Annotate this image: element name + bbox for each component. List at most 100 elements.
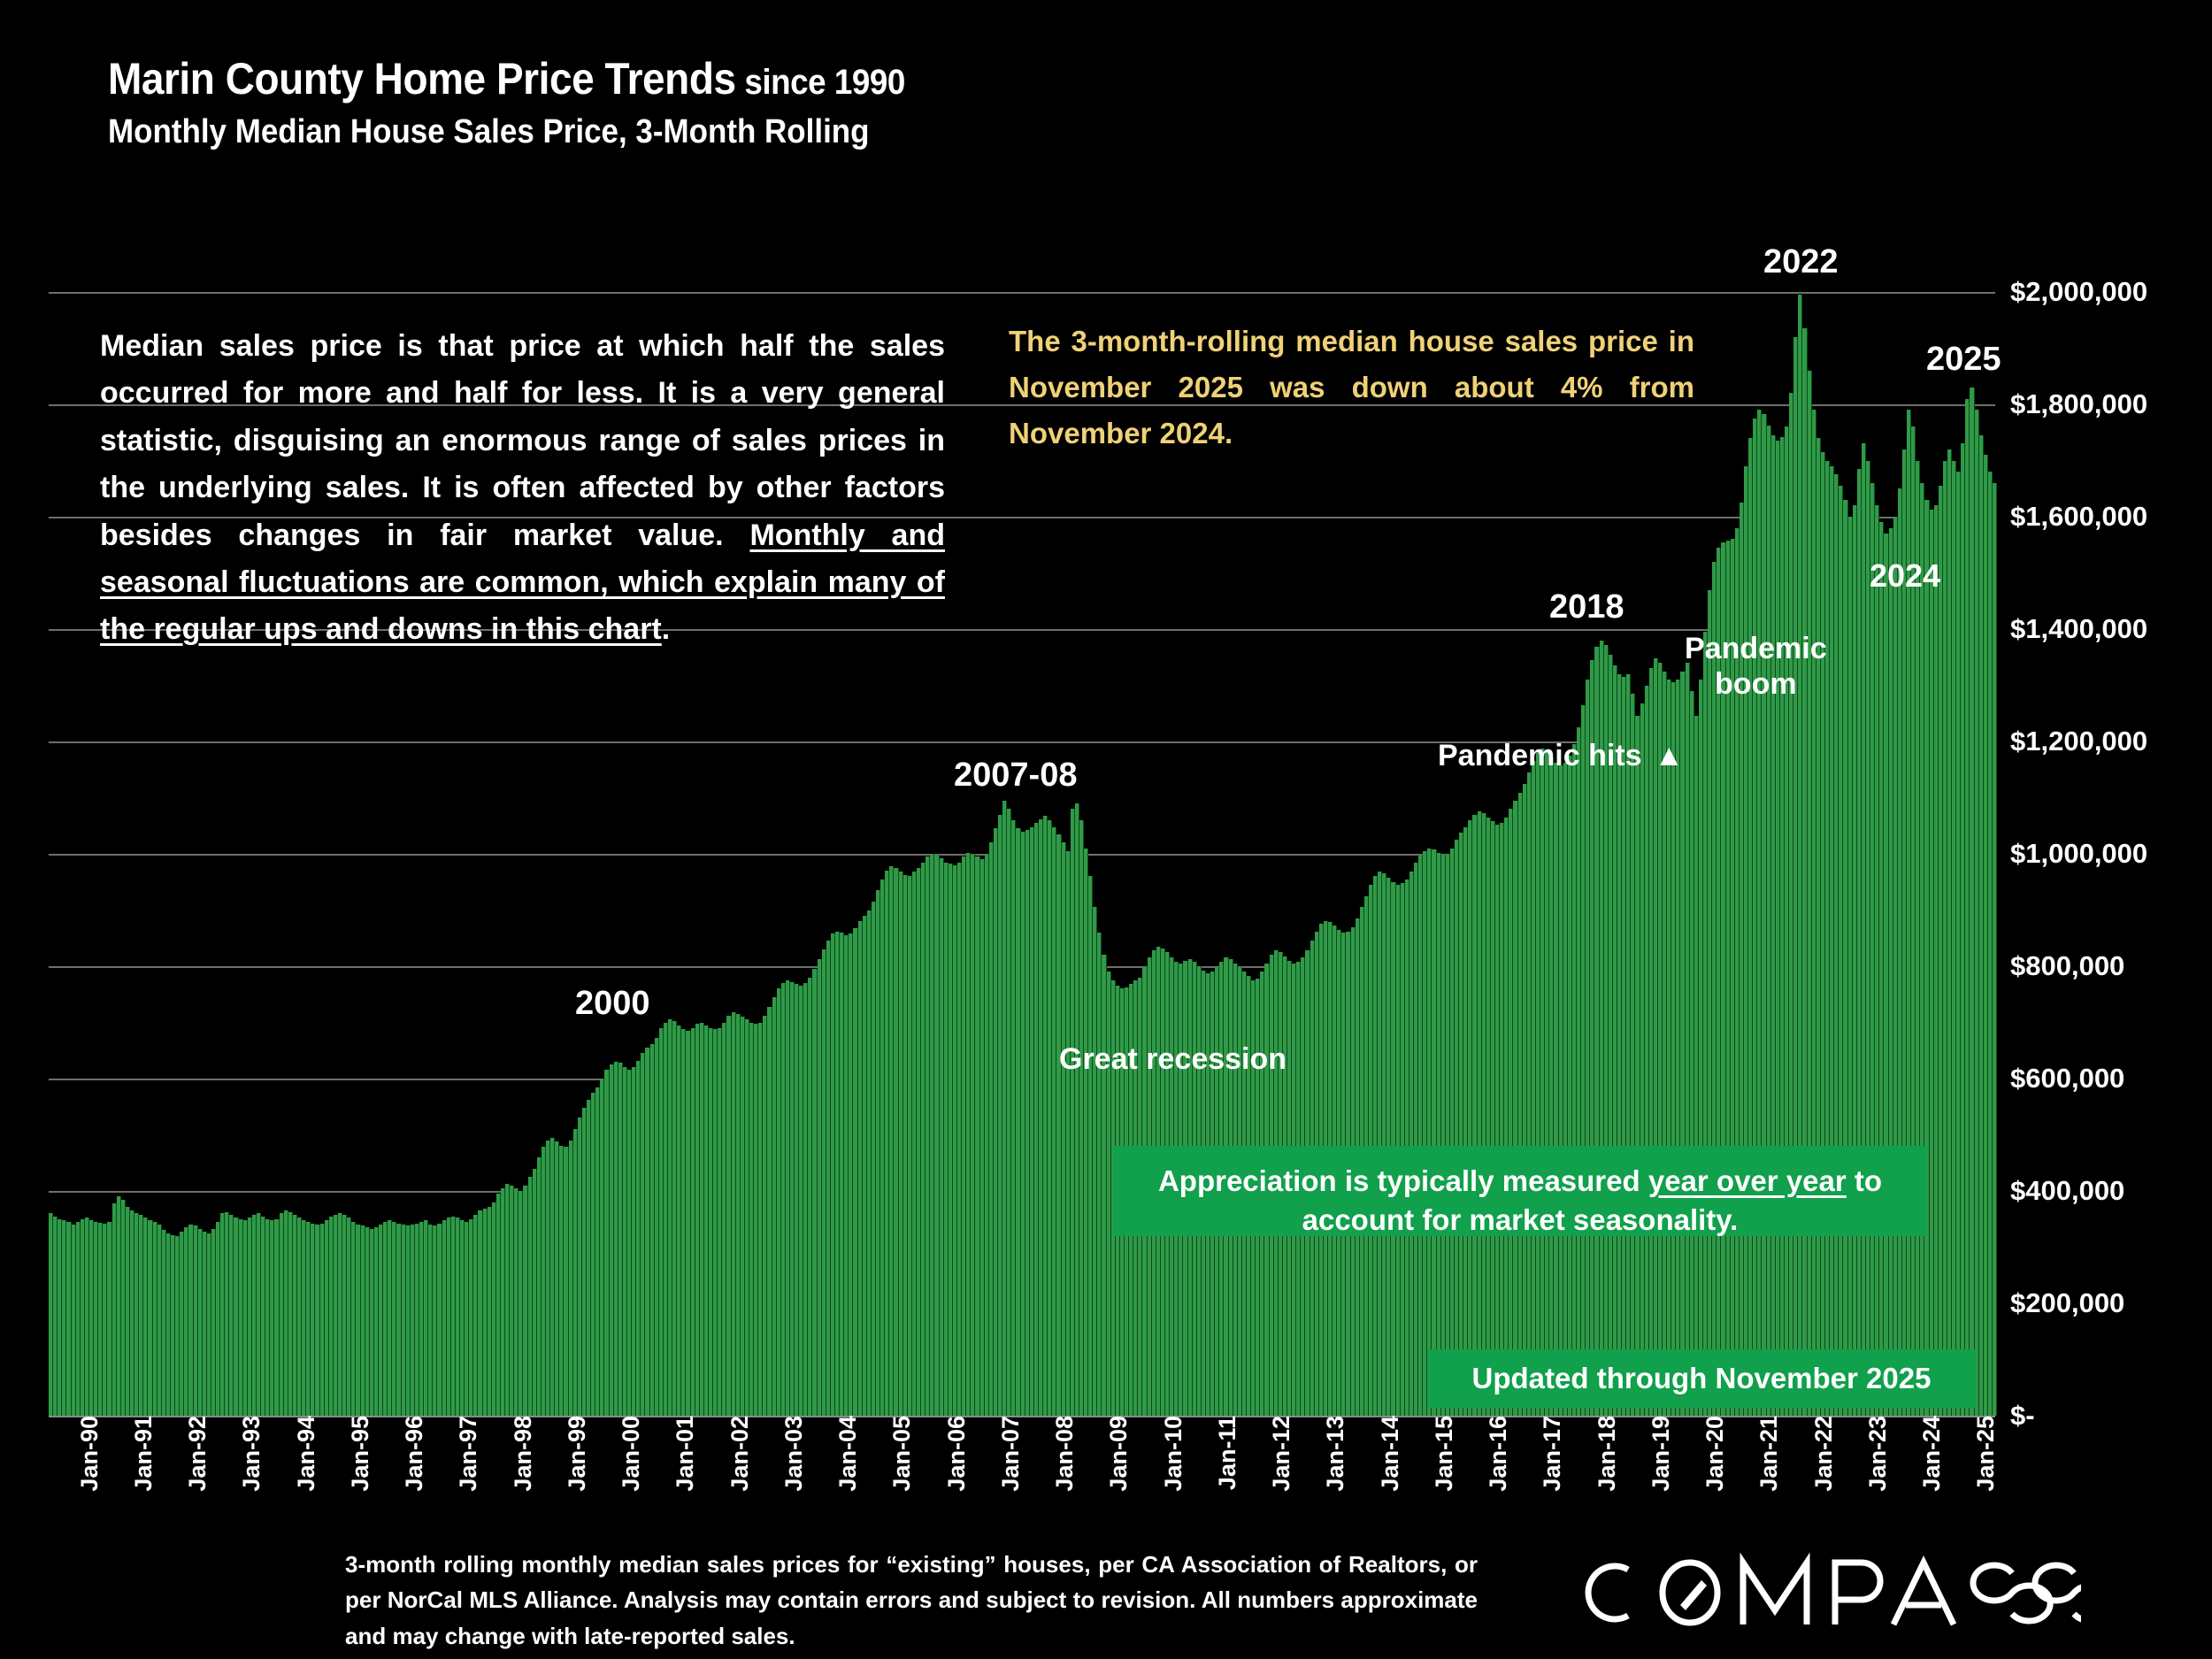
chart-bar [902, 875, 908, 1416]
chart-bar [1824, 460, 1831, 1416]
chart-bar [1495, 824, 1501, 1416]
chart-bar [527, 1177, 533, 1416]
chart-bar [1938, 486, 1943, 1416]
chart-bar [500, 1187, 506, 1416]
chart-bar [188, 1225, 194, 1416]
x-axis-tick: Jan-23 [1837, 1416, 1891, 1548]
chart-bar [1839, 486, 1844, 1416]
chart-bar [1933, 505, 1939, 1416]
chart-bar [744, 1019, 749, 1416]
chart-bar [722, 1022, 727, 1416]
x-axis-tick: Jan-17 [1512, 1416, 1566, 1548]
chart-bar [952, 864, 957, 1416]
x-axis-tick: Jan-09 [1079, 1416, 1133, 1548]
updated-through-badge: Updated through November 2025 [1427, 1349, 1976, 1408]
chart-bar [242, 1220, 248, 1416]
chart-bar [1070, 809, 1075, 1416]
chart-bar [80, 1218, 85, 1416]
page-subtitle: Monthly Median House Sales Price, 3-Mont… [108, 113, 870, 150]
y-axis-tick-label: $400,000 [2010, 1175, 2125, 1206]
chart-bar [997, 814, 1003, 1416]
chart-bar [143, 1217, 149, 1416]
chart-bar [1847, 517, 1853, 1416]
chart-bar [1920, 482, 1925, 1416]
compass-logo [1577, 1547, 2116, 1640]
chart-bar [206, 1233, 211, 1416]
x-axis-tick: Jan-96 [374, 1416, 428, 1548]
gridline [49, 517, 1995, 518]
chart-bar [1766, 426, 1771, 1416]
chart-bar [1947, 449, 1953, 1416]
chart-bar [898, 872, 903, 1416]
chart-bar [894, 867, 899, 1416]
x-axis-tick-label: Jan-13 [1322, 1416, 1349, 1492]
chart-bar [857, 921, 863, 1416]
chart-bar [1843, 499, 1848, 1416]
chart-bar [351, 1221, 357, 1416]
chart-bar [1590, 659, 1595, 1416]
chart-bar [1603, 644, 1609, 1416]
chart-bar [555, 1141, 560, 1416]
chart-bar [546, 1140, 551, 1416]
x-axis-tick: Jan-10 [1133, 1416, 1187, 1548]
chart-bar [609, 1064, 614, 1416]
chart-bar [1987, 472, 1993, 1416]
chart-bar [780, 983, 786, 1416]
chart-bar [690, 1027, 695, 1416]
chart-bar [261, 1216, 266, 1416]
annotation-pandemic-hits: Pandemic hits ▲ [1438, 739, 1684, 773]
x-axis-tick: Jan-06 [916, 1416, 970, 1548]
chart-bar [1820, 451, 1825, 1416]
chart-bar [491, 1202, 496, 1416]
chart-bar [1535, 752, 1541, 1416]
chart-bar [116, 1196, 121, 1416]
chart-bar [1007, 809, 1012, 1416]
chart-bar [1626, 673, 1632, 1416]
annotation-2022: 2022 [1763, 243, 1839, 280]
chart-bar [1757, 410, 1763, 1416]
x-axis-tick: Jan-92 [157, 1416, 211, 1548]
chart-bar [1708, 589, 1713, 1416]
chart-bar [71, 1225, 76, 1416]
chart-bar [1762, 414, 1767, 1416]
chart-bar [943, 862, 949, 1416]
chart-bar [853, 927, 858, 1416]
chart-bar [473, 1214, 479, 1416]
x-axis-tick-label: Jan-20 [1701, 1416, 1729, 1492]
chart-bar [1445, 854, 1450, 1416]
title-block: Marin County Home Price Trends since 199… [108, 53, 1612, 151]
chart-bar [1463, 826, 1469, 1416]
chart-bar [220, 1213, 226, 1416]
chart-bar [930, 854, 935, 1416]
chart-bar [595, 1087, 601, 1416]
chart-bar [1730, 539, 1735, 1416]
x-axis-tick: Jan-12 [1241, 1416, 1295, 1548]
chart-bar [62, 1220, 67, 1416]
chart-bar [288, 1212, 293, 1416]
chart-bar [708, 1027, 714, 1416]
chart-bar [993, 828, 998, 1416]
x-axis-tick: Jan-98 [482, 1416, 536, 1548]
x-axis-tick: Jan-16 [1458, 1416, 1512, 1548]
chart-bar [1382, 873, 1387, 1416]
chart-bar [1965, 398, 1970, 1416]
chart-bar [139, 1214, 144, 1416]
chart-bar [58, 1218, 63, 1416]
chart-bar [1097, 932, 1102, 1416]
chart-bar [1079, 819, 1085, 1416]
chart-x-axis: Jan-90 Jan-91 Jan-92 Jan-93 Jan-94 Jan-95 Jan-… [49, 1416, 2000, 1548]
chart-bar [1594, 647, 1600, 1416]
chart-bar [251, 1214, 257, 1416]
chart-bar [830, 933, 836, 1416]
chart-bar [1888, 527, 1893, 1416]
chart-bar [202, 1231, 207, 1416]
x-axis-tick-label: Jan-99 [563, 1416, 590, 1492]
chart-bar [641, 1053, 646, 1416]
x-axis-tick: Jan-04 [808, 1416, 862, 1548]
chart-bar [1834, 474, 1839, 1416]
chart-bar [772, 996, 777, 1416]
chart-bar [129, 1210, 135, 1416]
x-axis-tick-label: Jan-09 [1105, 1416, 1133, 1492]
chart-bar [1685, 663, 1690, 1416]
chart-bar [1901, 449, 1907, 1416]
